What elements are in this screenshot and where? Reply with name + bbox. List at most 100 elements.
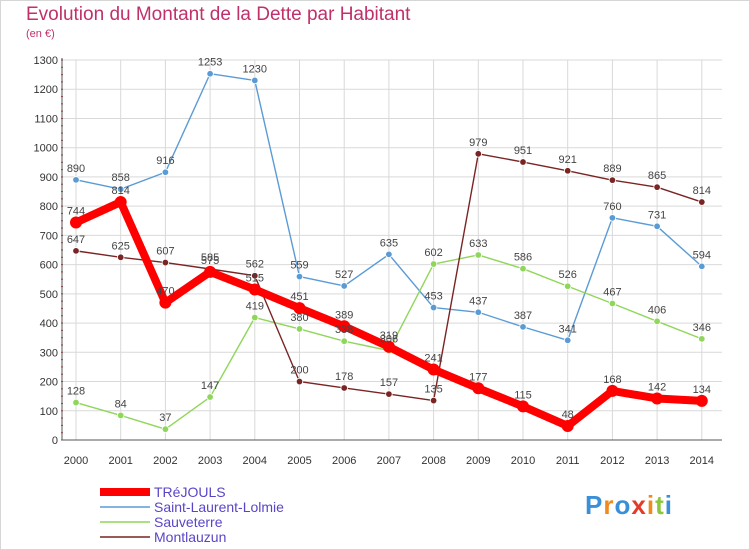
x-tick-label: 2007	[377, 455, 401, 467]
data-label: 453	[424, 291, 442, 303]
y-tick-label: 1000	[34, 143, 58, 155]
x-tick-label: 2005	[287, 455, 311, 467]
legend-label: Saint-Laurent-Lolmie	[154, 499, 284, 515]
data-label: 241	[424, 353, 442, 365]
data-label: 419	[246, 301, 264, 313]
data-point	[474, 308, 482, 316]
data-point	[564, 167, 572, 175]
data-label: 602	[424, 247, 442, 259]
data-label: 319	[380, 330, 398, 342]
x-tick-label: 2013	[645, 455, 669, 467]
data-point	[295, 272, 304, 281]
y-tick-label: 600	[40, 260, 58, 272]
data-point	[519, 158, 527, 166]
data-label: 760	[603, 201, 621, 213]
data-label: 731	[648, 209, 666, 221]
data-point	[651, 392, 664, 405]
data-label: 527	[335, 269, 353, 281]
data-label: 338	[335, 324, 353, 336]
y-tick-label: 800	[40, 201, 58, 213]
legend: TRéJOULSSaint-Laurent-LolmieSauveterreMo…	[100, 484, 284, 545]
data-point	[295, 377, 304, 386]
data-label-layer: 744 814 470 575 515 451 389 319 241 177 115 48 168 14…	[67, 57, 711, 424]
data-label: 451	[290, 291, 308, 303]
data-label: 865	[648, 170, 666, 182]
data-point	[606, 384, 619, 397]
data-point	[519, 323, 527, 331]
x-tick-label: 2008	[421, 455, 445, 467]
data-label: 814	[693, 185, 711, 197]
data-label: 625	[112, 240, 130, 252]
data-point	[116, 411, 125, 420]
data-point	[653, 317, 661, 326]
data-label: 607	[156, 246, 174, 258]
data-label: 889	[603, 163, 621, 175]
data-point	[340, 384, 348, 392]
data-point	[293, 302, 306, 315]
data-point	[385, 250, 393, 259]
data-label: 562	[246, 259, 264, 271]
x-tick-label: 2011	[556, 455, 580, 467]
axis-layer: 0 100 200 300 400 500 600 700 800 900 1000 1100 1200…	[34, 55, 722, 467]
data-point	[251, 272, 259, 280]
x-tick-label: 2003	[198, 455, 222, 467]
x-tick-label: 2014	[690, 455, 714, 467]
data-label: 585	[201, 252, 219, 264]
data-label: 858	[112, 172, 130, 184]
data-label: 921	[559, 154, 577, 166]
data-point	[385, 390, 393, 398]
data-point	[114, 196, 127, 209]
data-label: 814	[112, 185, 130, 197]
data-label: 128	[67, 386, 85, 398]
data-label: 178	[335, 371, 353, 383]
data-label: 559	[290, 260, 308, 272]
data-point	[206, 70, 214, 78]
x-tick-label: 2004	[243, 455, 267, 467]
x-tick-label: 2010	[511, 455, 535, 467]
data-point	[116, 185, 125, 193]
data-point	[161, 168, 170, 176]
series-layer	[70, 70, 708, 433]
data-label: 1253	[198, 57, 222, 69]
y-tick-label: 300	[40, 347, 58, 359]
data-point	[72, 247, 80, 255]
data-label: 389	[335, 309, 353, 321]
proxiti-logo: Proxiti	[585, 490, 673, 520]
data-label: 1230	[243, 63, 267, 75]
data-point	[429, 260, 438, 268]
data-label: 157	[380, 377, 398, 389]
data-label: 951	[514, 145, 532, 157]
data-point	[472, 382, 485, 395]
data-label: 84	[115, 398, 127, 410]
data-point	[698, 262, 706, 271]
data-label: 200	[290, 365, 308, 377]
data-point	[72, 398, 80, 407]
y-tick-label: 200	[40, 377, 58, 389]
y-tick-label: 500	[40, 289, 58, 301]
data-point	[561, 419, 574, 432]
x-tick-label: 2009	[466, 455, 490, 467]
data-label: 177	[469, 371, 487, 383]
data-point	[338, 320, 351, 333]
data-label: 142	[648, 381, 666, 393]
chart-subtitle: (en €)	[26, 28, 55, 40]
data-point	[159, 296, 172, 309]
data-point	[204, 265, 217, 278]
legend-label: Sauveterre	[154, 514, 223, 530]
x-tick-label: 2006	[332, 455, 356, 467]
data-point	[161, 258, 170, 267]
data-point	[564, 336, 572, 345]
data-point	[519, 265, 527, 273]
data-label: 168	[603, 374, 621, 386]
data-point	[251, 313, 259, 322]
data-point	[608, 214, 617, 222]
y-tick-label: 0	[52, 435, 58, 447]
data-label: 135	[424, 384, 442, 396]
data-point	[698, 198, 706, 206]
x-tick-label: 2002	[153, 455, 177, 467]
data-label: 594	[693, 249, 711, 261]
data-label: 979	[469, 137, 487, 149]
data-point	[70, 216, 82, 229]
